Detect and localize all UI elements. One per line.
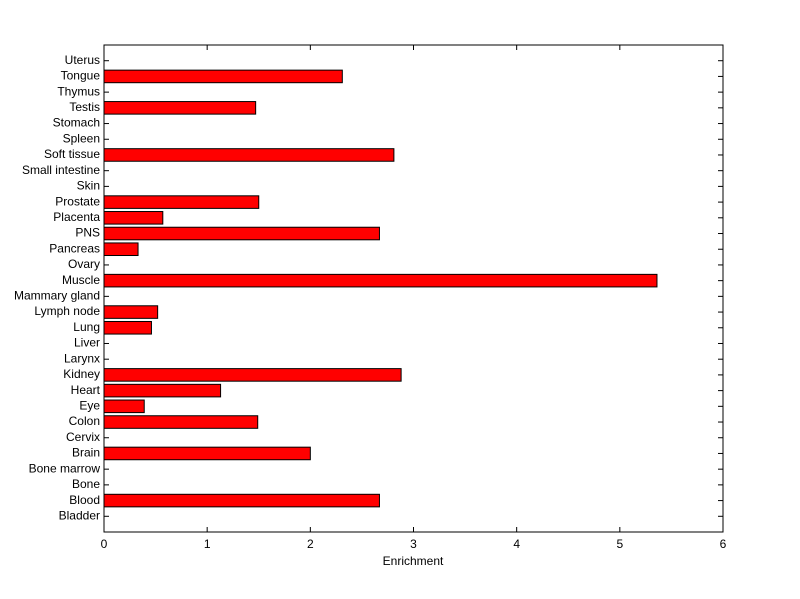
y-tick-label: Skin	[77, 179, 100, 193]
y-tick-label: Bone	[72, 477, 100, 491]
bar	[103, 383, 222, 398]
x-axis-label: Enrichment	[383, 554, 444, 568]
y-tick-label: Bladder	[59, 508, 100, 522]
bar	[103, 368, 402, 382]
y-tick-label: Muscle	[62, 273, 100, 287]
y-tick-label: Brain	[72, 446, 100, 460]
bar	[103, 305, 159, 319]
x-tick-label: 2	[307, 537, 314, 551]
y-tick-label: Spleen	[63, 131, 100, 145]
bar	[103, 446, 311, 461]
bar	[103, 69, 343, 84]
bar	[103, 148, 395, 162]
y-tick-label: Mammary gland	[14, 289, 100, 303]
x-tick-label: 4	[513, 537, 520, 551]
y-tick-label: Bone marrow	[29, 461, 101, 475]
y-tick-label: Cervix	[66, 430, 100, 444]
y-tick-label: PNS	[75, 226, 100, 240]
x-tick-label: 5	[616, 537, 623, 551]
y-tick-label: Testis	[69, 100, 100, 114]
bar	[103, 101, 257, 115]
y-tick-label: Colon	[69, 414, 100, 428]
bar	[103, 493, 380, 508]
y-tick-label: Larynx	[64, 351, 100, 365]
y-tick-label: Pancreas	[49, 241, 100, 255]
y-tick-label: Uterus	[65, 53, 100, 67]
y-tick-label: Stomach	[53, 116, 100, 130]
x-tick-label: 1	[204, 537, 211, 551]
y-tick-label: Ovary	[68, 257, 100, 271]
y-tick-label: Thymus	[57, 84, 100, 98]
y-tick-label: Liver	[74, 336, 100, 350]
y-tick-label: Lung	[73, 320, 100, 334]
y-tick-label: Soft tissue	[44, 147, 100, 161]
bar	[103, 415, 259, 429]
bar	[103, 242, 139, 257]
y-tick-label: Kidney	[63, 367, 100, 381]
bar	[103, 195, 260, 209]
bar	[103, 226, 380, 241]
y-tick-label: Placenta	[53, 210, 100, 224]
x-tick-label: 6	[720, 537, 727, 551]
x-tick-label: 0	[101, 537, 108, 551]
bar	[103, 273, 658, 288]
y-tick-label: Blood	[69, 493, 100, 507]
y-tick-label: Lymph node	[34, 304, 100, 318]
y-tick-label: Prostate	[55, 194, 100, 208]
x-tick-label: 3	[410, 537, 417, 551]
bar	[103, 211, 164, 225]
bar	[103, 399, 145, 414]
bar	[103, 320, 152, 335]
y-tick-label: Eye	[79, 398, 100, 412]
y-tick-label: Heart	[71, 383, 101, 397]
plot-frame	[103, 44, 724, 533]
y-tick-label: Tongue	[61, 69, 101, 83]
y-tick-label: Small intestine	[22, 163, 100, 177]
